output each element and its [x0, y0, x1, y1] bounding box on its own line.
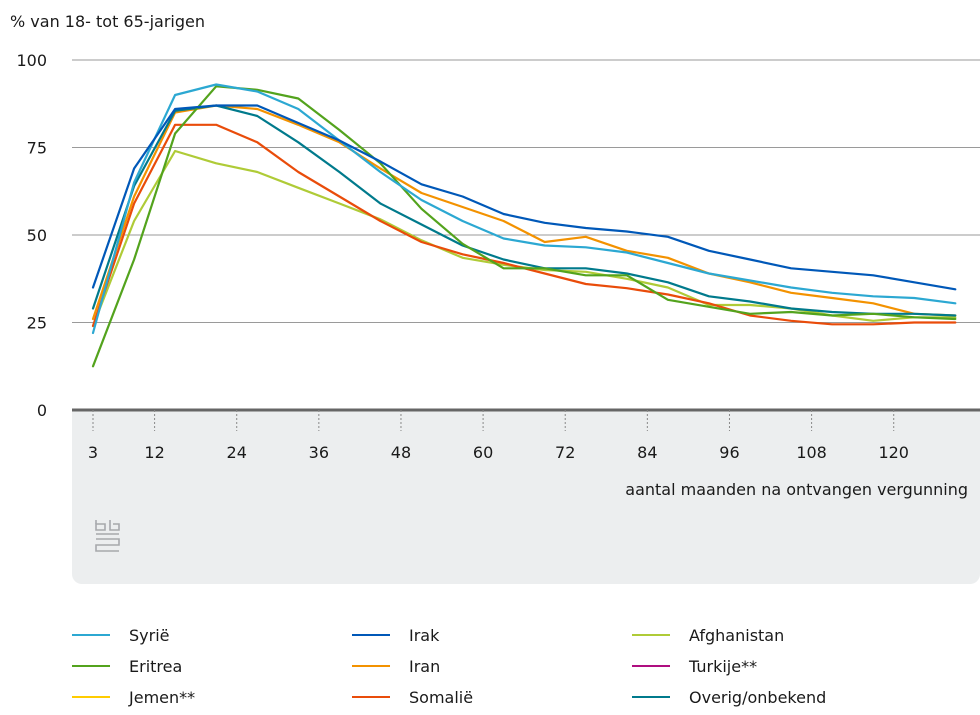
- series-lines: [91, 83, 957, 368]
- y-tick-label: 75: [27, 139, 47, 158]
- legend-item: Jemen**: [72, 686, 195, 708]
- cbs-logo-icon: [95, 520, 120, 552]
- y-axis-label: % van 18- tot 65-jarigen: [10, 12, 205, 31]
- legend-swatch: [352, 696, 390, 698]
- legend-item: Iran: [352, 655, 440, 677]
- legend-swatch: [72, 665, 110, 667]
- series-line: [91, 149, 957, 328]
- y-tick-label: 50: [27, 226, 47, 245]
- legend-label: Syrië: [129, 625, 170, 645]
- x-axis-ticks: 3 12 24 36 48 60 72 84 96 108 120: [88, 410, 909, 462]
- series-line: [91, 123, 957, 328]
- x-tick-label: 24: [227, 443, 247, 462]
- legend-item: Afghanistan: [632, 624, 784, 646]
- series-line: [91, 104, 957, 291]
- legend-swatch: [72, 634, 110, 636]
- legend-label: Jemen**: [129, 687, 196, 707]
- x-axis-label: aantal maanden na ontvangen vergunning: [625, 480, 968, 499]
- legend-swatch: [352, 665, 390, 667]
- y-tick-label: 0: [37, 401, 47, 420]
- chart-footer-background-top: [72, 410, 980, 424]
- gridlines: 0 25 50 75 100: [16, 51, 980, 420]
- x-tick-label: 60: [473, 443, 493, 462]
- x-tick-label: 48: [391, 443, 411, 462]
- series-line: [91, 104, 957, 321]
- line-chart: 0 25 50 75 100 3 12 24 36 48 60 72 84 96 108 120 aanta…: [16, 51, 980, 584]
- x-tick-label: 72: [555, 443, 575, 462]
- legend-item: Eritrea: [72, 655, 182, 677]
- x-tick-label: 3: [88, 443, 98, 462]
- legend-swatch: [632, 665, 670, 667]
- legend-item: Overig/onbekend: [632, 686, 826, 708]
- x-tick-label: 36: [309, 443, 329, 462]
- x-tick-label: 84: [637, 443, 657, 462]
- legend-label: Iran: [409, 656, 441, 676]
- legend-label: Afghanistan: [689, 625, 785, 645]
- legend-item: Syrië: [72, 624, 170, 646]
- legend-label: Eritrea: [129, 656, 183, 676]
- legend-item: Irak: [352, 624, 439, 646]
- legend-label: Irak: [409, 625, 440, 645]
- legend-label: Turkije**: [689, 656, 758, 676]
- legend-swatch: [72, 696, 110, 698]
- x-tick-label: 108: [796, 443, 827, 462]
- x-tick-label: 120: [878, 443, 909, 462]
- legend-label: Overig/onbekend: [689, 687, 827, 707]
- y-tick-label: 25: [27, 314, 47, 333]
- legend-label: Somalië: [409, 687, 474, 707]
- series-line: [91, 83, 957, 335]
- x-tick-label: 96: [719, 443, 739, 462]
- x-tick-label: 12: [144, 443, 164, 462]
- legend-item: Turkije**: [632, 655, 757, 677]
- chart-footer-background: [72, 410, 980, 584]
- legend-swatch: [352, 634, 390, 636]
- legend-item: Somalië: [352, 686, 473, 708]
- series-line: [91, 104, 957, 317]
- chart-legend: Syrië Irak Afghanistan Eritrea Iran Turkije**…: [72, 620, 972, 715]
- legend-swatch: [632, 634, 670, 636]
- y-tick-label: 100: [16, 51, 47, 70]
- legend-swatch: [632, 696, 670, 698]
